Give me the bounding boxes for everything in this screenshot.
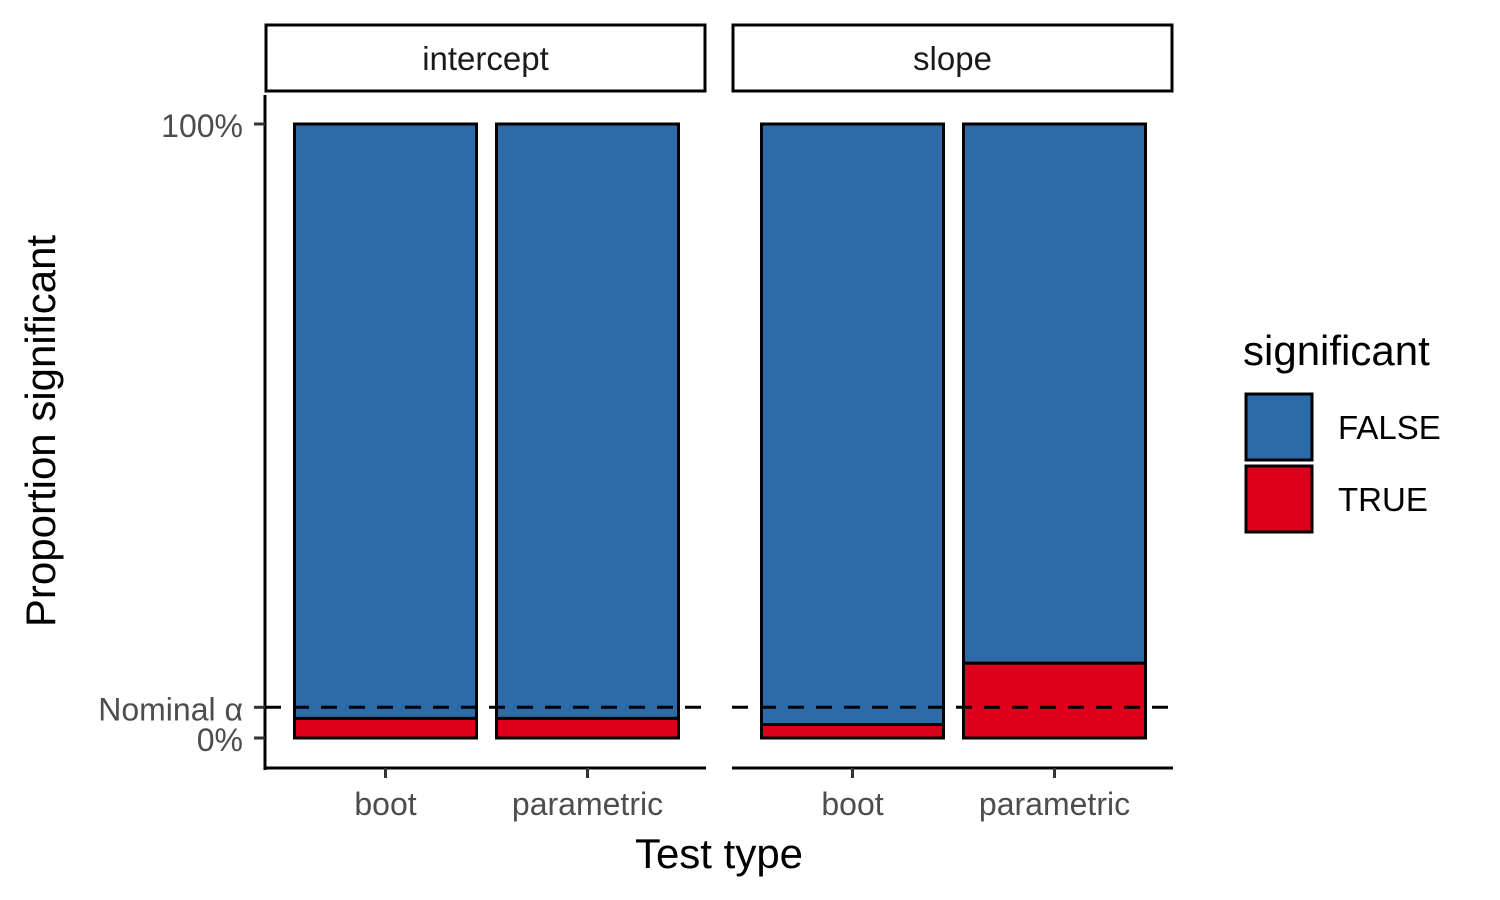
- legend-label-false: FALSE: [1338, 409, 1441, 446]
- legend: significant FALSE TRUE: [1243, 327, 1441, 534]
- y-tick-label: Nominal α: [98, 691, 243, 727]
- panel-intercept: intercept boot parametric: [264, 23, 707, 822]
- legend-key-true: [1244, 464, 1314, 534]
- y-axis: 0%Nominal α 100%: [98, 95, 267, 770]
- x-tick-label: boot: [821, 786, 883, 822]
- x-axis-title: Test type: [635, 830, 803, 877]
- panel-slope: slope boot parametric: [731, 23, 1174, 822]
- legend-label-true: TRUE: [1338, 481, 1428, 518]
- x-tick-label: boot: [354, 786, 416, 822]
- y-tick-label: 100%: [161, 108, 243, 144]
- strip-slope: [731, 23, 1174, 93]
- x-tick-label: parametric: [979, 786, 1130, 822]
- y-tick-label: 0%: [197, 722, 243, 758]
- y-axis-title: Proportion significant: [17, 235, 64, 628]
- bar-slope-boot-false: [760, 122, 945, 726]
- legend-title: significant: [1243, 327, 1430, 374]
- legend-key-false: [1244, 392, 1314, 462]
- strip-label: slope: [913, 40, 992, 77]
- panels: intercept boot parametric slope boot parametr…: [264, 23, 1174, 822]
- legend-items: FALSE TRUE: [1244, 392, 1441, 534]
- bar-slope-parametric-true: [962, 661, 1147, 740]
- bar-slope-parametric-false: [962, 122, 1147, 665]
- strip-intercept: [264, 23, 707, 93]
- bar-intercept-parametric-true: [495, 716, 680, 740]
- bar-intercept-boot-false: [293, 122, 478, 720]
- bar-slope-boot-true: [760, 722, 945, 740]
- x-tick-label: parametric: [512, 786, 663, 822]
- bar-intercept-parametric-false: [495, 122, 680, 720]
- strip-label: intercept: [422, 40, 549, 77]
- bar-intercept-boot-true: [293, 716, 478, 740]
